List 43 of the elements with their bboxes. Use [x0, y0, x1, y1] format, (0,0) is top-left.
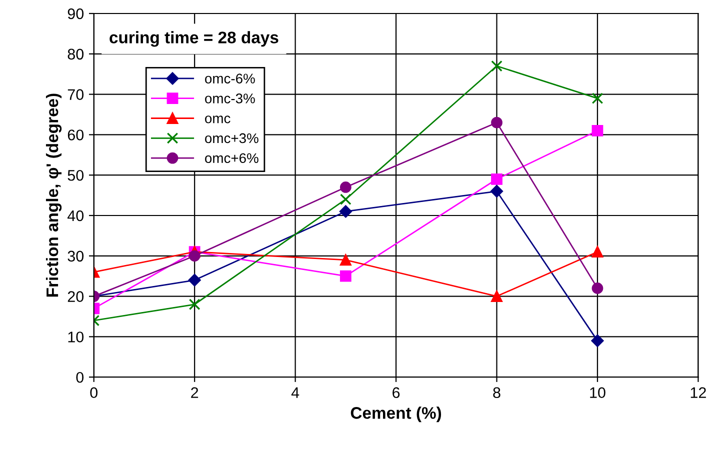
y-tick-label: 20: [68, 291, 84, 302]
x-axis-title: Cement (%): [350, 406, 442, 422]
y-tick-label: 90: [68, 8, 84, 20]
legend-label: omc-3%: [205, 94, 255, 104]
y-tick-label: 10: [68, 332, 84, 342]
point: [491, 290, 502, 302]
x-tick-label: 10: [590, 387, 606, 398]
legend-label: omc-6%: [205, 74, 255, 84]
x-tick-label: 2: [191, 387, 198, 398]
y-tick-label: 0: [76, 372, 84, 383]
point: [340, 182, 352, 193]
point: [491, 60, 502, 72]
legend-label: omc: [205, 116, 230, 124]
point: [591, 334, 604, 347]
x-tick-label: 0: [90, 387, 98, 398]
y-tick-label: 70: [68, 89, 84, 100]
point: [592, 282, 604, 294]
x-tick-label: 8: [493, 387, 500, 398]
annotation: curing time = 28 days: [110, 31, 278, 47]
point: [339, 205, 352, 218]
point: [491, 116, 502, 128]
point: [188, 274, 201, 286]
x-tick-label: 12: [690, 387, 706, 398]
point: [592, 92, 604, 104]
point: [592, 246, 604, 258]
y-tick-label: 60: [68, 130, 84, 140]
y-tick-label: 30: [68, 250, 84, 262]
y-tick-label: 40: [67, 210, 84, 222]
x-tick-label: 4: [291, 387, 300, 398]
point: [340, 270, 352, 282]
legend-label: omc+6%: [205, 153, 258, 164]
point: [188, 250, 200, 262]
legend-label: omc+3%: [205, 133, 258, 144]
point: [491, 173, 502, 185]
point: [490, 185, 503, 198]
y-axis-title: Friction angle, φ' (degree): [46, 94, 62, 297]
x-tick-label: 6: [392, 387, 400, 398]
point: [340, 254, 352, 266]
point: [340, 194, 352, 206]
y-tick-label: 50: [68, 170, 84, 181]
y-tick-label: 80: [68, 48, 84, 60]
point: [592, 124, 604, 136]
point: [188, 298, 200, 310]
